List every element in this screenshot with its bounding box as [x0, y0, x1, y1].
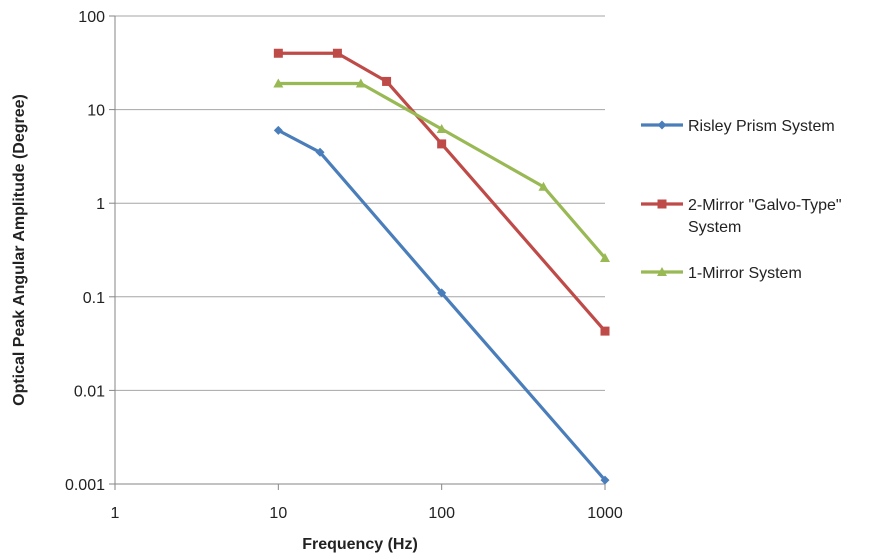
x-tick-label: 1 — [111, 505, 120, 522]
legend-label: 1-Mirror System — [688, 265, 802, 282]
legend-label: System — [688, 219, 741, 236]
data-point — [273, 48, 283, 58]
series-2 — [273, 48, 610, 336]
legend-item-3: 1-Mirror System — [641, 265, 802, 282]
y-tick-label: 0.001 — [65, 477, 105, 494]
data-point — [437, 139, 447, 149]
x-axis-title: Frequency (Hz) — [302, 536, 418, 553]
y-tick-label: 1 — [96, 196, 105, 213]
data-point — [437, 288, 447, 298]
legend-item-1: Risley Prism System — [641, 118, 835, 135]
data-point — [273, 78, 284, 88]
legend-marker — [657, 267, 667, 276]
legend-marker — [657, 199, 667, 209]
data-point — [538, 181, 549, 191]
legend-label: Risley Prism System — [688, 118, 835, 135]
y-tick-label: 100 — [78, 9, 105, 26]
series-line — [277, 128, 607, 482]
data-point — [355, 78, 366, 88]
legend-item-2: 2-Mirror "Galvo-Type" System — [641, 197, 842, 236]
x-tick-label: 10 — [269, 505, 287, 522]
series-3 — [273, 78, 610, 262]
x-tick-label: 1000 — [587, 505, 623, 522]
x-tick-label: 100 — [428, 505, 455, 522]
data-point — [382, 76, 392, 86]
axes — [109, 15, 606, 490]
legend-label: 2-Mirror "Galvo-Type" — [688, 197, 842, 214]
data-point — [332, 48, 342, 58]
x-tick-labels: 1 10 100 1000 — [111, 505, 623, 522]
data-point — [600, 475, 610, 485]
y-axis-title: Optical Peak Angular Amplitude (Degree) — [11, 94, 28, 406]
y-tick-label: 0.1 — [83, 290, 105, 307]
y-tick-label: 10 — [87, 103, 105, 120]
legend: Risley Prism System 2-Mirror "Galvo-Type"… — [641, 118, 842, 282]
data-point — [600, 252, 610, 262]
legend-marker — [657, 120, 667, 130]
data-point — [600, 326, 610, 336]
y-tick-labels: 0.001 0.01 0.1 1 10 100 — [65, 9, 105, 494]
series-layer — [273, 48, 610, 485]
y-tick-label: 0.01 — [74, 383, 105, 400]
data-point — [315, 147, 325, 157]
data-point — [436, 124, 447, 134]
series-1 — [273, 125, 610, 485]
data-point — [273, 125, 283, 135]
